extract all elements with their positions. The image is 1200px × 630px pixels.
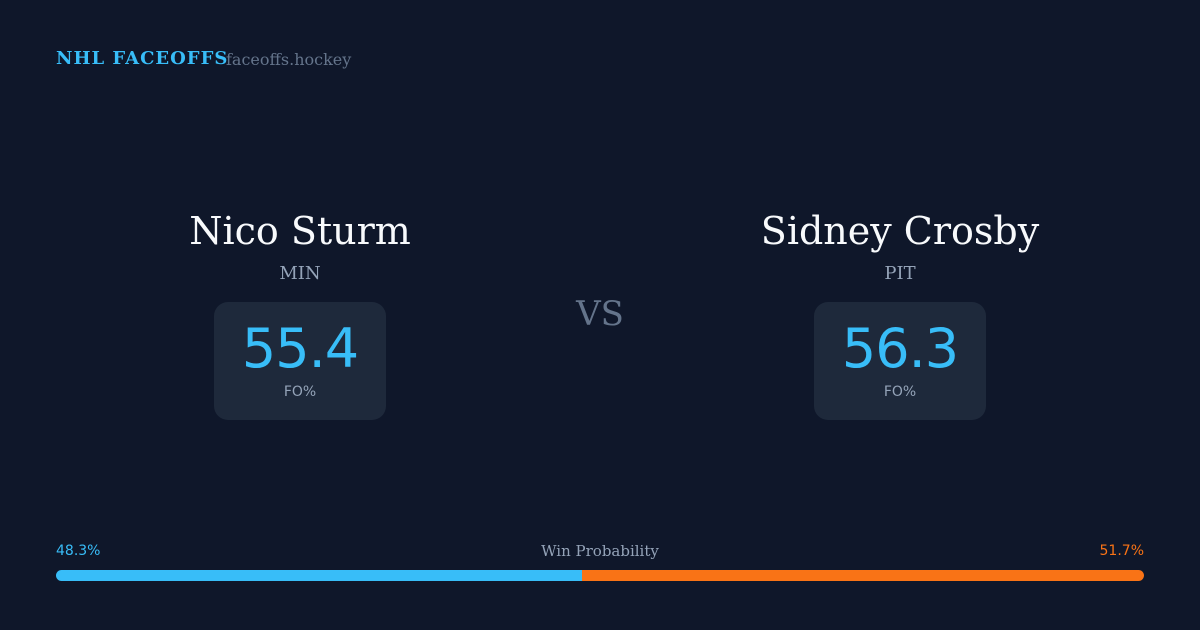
probability-bar xyxy=(56,570,1144,581)
player-left: Nico Sturm MIN 55.4 FO% xyxy=(50,205,550,420)
left-probability: 48.3% xyxy=(56,543,101,559)
team: MIN xyxy=(279,263,321,284)
player-right: Sidney Crosby PIT 56.3 FO% xyxy=(650,205,1150,420)
stat-card: 56.3 FO% xyxy=(814,302,986,420)
right-probability: 51.7% xyxy=(1099,543,1144,559)
probability-title: Win Probability xyxy=(541,542,659,560)
stat-label: FO% xyxy=(883,384,917,400)
player-name: Sidney Crosby xyxy=(760,209,1040,253)
fo-pct: 56.3 xyxy=(841,317,959,380)
right-segment xyxy=(581,570,1144,581)
fo-pct: 55.4 xyxy=(241,317,359,380)
stat-label: FO% xyxy=(283,384,317,400)
site-name: faceoffs.hockey xyxy=(226,50,352,69)
player-name: Nico Sturm xyxy=(189,209,411,253)
stat-card: 55.4 FO% xyxy=(214,302,386,420)
left-segment xyxy=(56,570,582,581)
brand-title: NHL FACEOFFS xyxy=(56,48,229,69)
team: PIT xyxy=(884,263,916,284)
versus: VS xyxy=(576,294,624,334)
